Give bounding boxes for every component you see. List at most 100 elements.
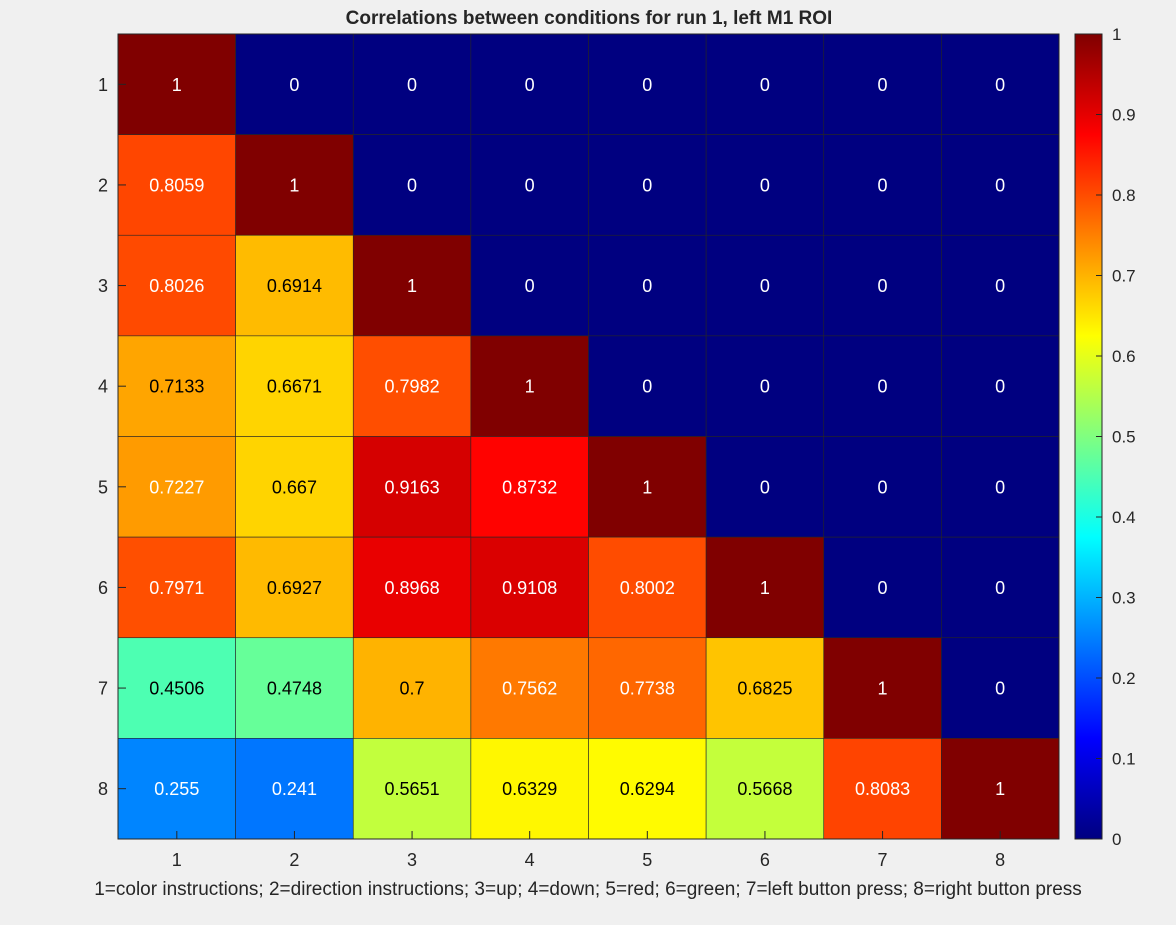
x-tick-label: 8: [995, 850, 1005, 870]
heatmap-cell-label: 0: [525, 175, 535, 195]
heatmap-cell: [352, 536, 472, 639]
heatmap-cell: [588, 33, 707, 135]
heatmap-cell: [823, 436, 942, 538]
heatmap-cell: [235, 234, 354, 337]
heatmap-cell-label: 0.6329: [502, 779, 557, 799]
heatmap-cell-label: 0: [407, 75, 417, 95]
heatmap-cell-label: 0.7227: [149, 477, 204, 497]
heatmap-cell-label: 1: [172, 75, 182, 95]
heatmap-cell-label: 0: [525, 276, 535, 296]
heatmap-cell: [352, 436, 472, 538]
heatmap-cell-label: 0: [995, 578, 1005, 598]
heatmap-cell: [470, 436, 589, 538]
heatmap-cell-label: 0.5651: [385, 779, 440, 799]
x-tick-label: 6: [760, 850, 770, 870]
y-tick-label: 7: [98, 679, 108, 699]
heatmap-cell-label: 0: [995, 377, 1005, 397]
heatmap-cell: [235, 536, 354, 639]
y-tick-label: 1: [98, 75, 108, 95]
heatmap-cell: [352, 335, 472, 437]
colorbar-tick-label: 0.4: [1112, 508, 1136, 527]
heatmap-cell-label: 0.8026: [149, 276, 204, 296]
heatmap-cell: [941, 738, 1060, 840]
heatmap-cell: [235, 335, 354, 437]
heatmap-cell-label: 0: [289, 75, 299, 95]
heatmap-cell: [823, 536, 942, 639]
heatmap-cell: [941, 33, 1060, 135]
heatmap-cell-label: 1: [878, 679, 888, 699]
heatmap-cell-label: 0.6294: [620, 779, 675, 799]
heatmap-cell-label: 1: [995, 779, 1005, 799]
heatmap-cell: [588, 436, 707, 538]
x-tick-label: 7: [878, 850, 888, 870]
heatmap-cell-label: 0: [995, 175, 1005, 195]
heatmap-cell: [235, 33, 354, 135]
heatmap-cell: [705, 637, 825, 739]
heatmap-cell-label: 0: [760, 477, 770, 497]
heatmap-cell-label: 1: [760, 578, 770, 598]
heatmap-cell: [705, 536, 825, 639]
heatmap-cell-label: 0.241: [272, 779, 317, 799]
heatmap-cell-label: 0: [995, 679, 1005, 699]
colorbar-tick-label: 0.1: [1112, 750, 1136, 769]
heatmap-cell-label: 0: [995, 75, 1005, 95]
heatmap-cell-label: 0.7971: [149, 578, 204, 598]
y-tick-label: 4: [98, 377, 108, 397]
heatmap-cell: [235, 134, 354, 236]
heatmap-cell: [235, 436, 354, 538]
heatmap-cell: [823, 234, 942, 337]
heatmap-cell-label: 0.6671: [267, 377, 322, 397]
heatmap-cell-label: 0.9108: [502, 578, 557, 598]
heatmap-cell: [941, 134, 1060, 236]
heatmap-cell: [823, 637, 942, 739]
heatmap-cell: [705, 234, 825, 337]
x-tick-label: 5: [642, 850, 652, 870]
heatmap-cell-label: 0: [760, 377, 770, 397]
heatmap-cell: [588, 637, 707, 739]
heatmap-cell-label: 0: [407, 175, 417, 195]
heatmap-cell-label: 0.6914: [267, 276, 322, 296]
heatmap-cell: [705, 33, 825, 135]
heatmap-cells: [117, 33, 1060, 840]
y-tick-label: 3: [98, 276, 108, 296]
heatmap-cell: [117, 234, 236, 337]
heatmap-cell-label: 0: [760, 75, 770, 95]
heatmap-cell-label: 0: [878, 377, 888, 397]
heatmap-cell: [117, 637, 236, 739]
heatmap-cell-label: 0.7133: [149, 377, 204, 397]
heatmap-cell-label: 0: [642, 276, 652, 296]
heatmap-cell-label: 0.5668: [737, 779, 792, 799]
plot-frame: [117, 33, 1060, 840]
heatmap-cell-label: 0.4748: [267, 679, 322, 699]
heatmap-cell: [117, 33, 236, 135]
heatmap-cell: [705, 738, 825, 840]
heatmap-cell: [470, 134, 589, 236]
heatmap-cell-label: 0: [760, 276, 770, 296]
colorbar-tick-label: 0.8: [1112, 186, 1136, 205]
heatmap-cell: [470, 234, 589, 337]
colorbar: 0 0.1 0.2 0.3 0.4 0.5 0.6 0.7 0.8 0.9 1: [1074, 25, 1136, 849]
heatmap-cell: [941, 536, 1060, 639]
y-tick-label: 6: [98, 578, 108, 598]
heatmap-cell-label: 0: [878, 75, 888, 95]
heatmap-cell: [941, 637, 1060, 739]
chart-title: Correlations between conditions for run …: [346, 8, 833, 29]
heatmap-cell-label: 0.8059: [149, 175, 204, 195]
heatmap-cell-label: 0: [995, 477, 1005, 497]
heatmap-cell-label: 1: [407, 276, 417, 296]
heatmap-cell-label: 0: [878, 477, 888, 497]
heatmap-cell-label: 0: [760, 175, 770, 195]
heatmap-cell: [470, 335, 589, 437]
x-axis-label: 1=color instructions; 2=direction instru…: [94, 879, 1082, 900]
heatmap-cell: [588, 234, 707, 337]
colorbar-tick-label: 0.2: [1112, 669, 1136, 688]
heatmap-cell-label: 0.6927: [267, 578, 322, 598]
heatmap-cell-label: 0: [642, 377, 652, 397]
heatmap-cell-label: 0: [642, 175, 652, 195]
heatmap-cell-label: 0: [878, 578, 888, 598]
y-tick-label: 5: [98, 477, 108, 497]
colorbar-tick-label: 0.7: [1112, 267, 1136, 286]
heatmap-cell: [470, 33, 589, 135]
colorbar-tick-label: 1: [1112, 25, 1121, 44]
